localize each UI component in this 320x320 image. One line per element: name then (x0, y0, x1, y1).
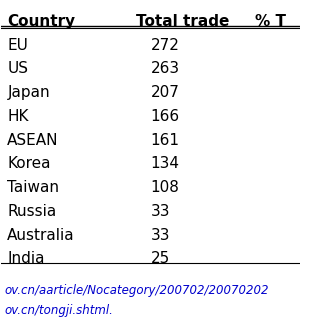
Text: Total trade: Total trade (136, 14, 229, 29)
Text: 166: 166 (150, 109, 180, 124)
Text: Country: Country (7, 14, 76, 29)
Text: India: India (7, 252, 45, 267)
Text: ov.cn/tongji.shtml.: ov.cn/tongji.shtml. (4, 305, 113, 317)
Text: Australia: Australia (7, 228, 75, 243)
Text: % T: % T (255, 14, 286, 29)
Text: ASEAN: ASEAN (7, 132, 59, 148)
Text: 33: 33 (150, 204, 170, 219)
Text: 207: 207 (150, 85, 180, 100)
Text: Taiwan: Taiwan (7, 180, 59, 195)
Text: 33: 33 (150, 228, 170, 243)
Text: 134: 134 (150, 156, 180, 171)
Text: HK: HK (7, 109, 29, 124)
Text: US: US (7, 61, 28, 76)
Text: EU: EU (7, 37, 28, 52)
Text: Russia: Russia (7, 204, 57, 219)
Text: 263: 263 (150, 61, 180, 76)
Text: 161: 161 (150, 132, 180, 148)
Text: Japan: Japan (7, 85, 50, 100)
Text: Korea: Korea (7, 156, 51, 171)
Text: 272: 272 (150, 37, 180, 52)
Text: 25: 25 (150, 252, 170, 267)
Text: ov.cn/aarticle/Nocategory/200702/20070202: ov.cn/aarticle/Nocategory/200702/2007020… (4, 284, 269, 297)
Text: 108: 108 (150, 180, 180, 195)
